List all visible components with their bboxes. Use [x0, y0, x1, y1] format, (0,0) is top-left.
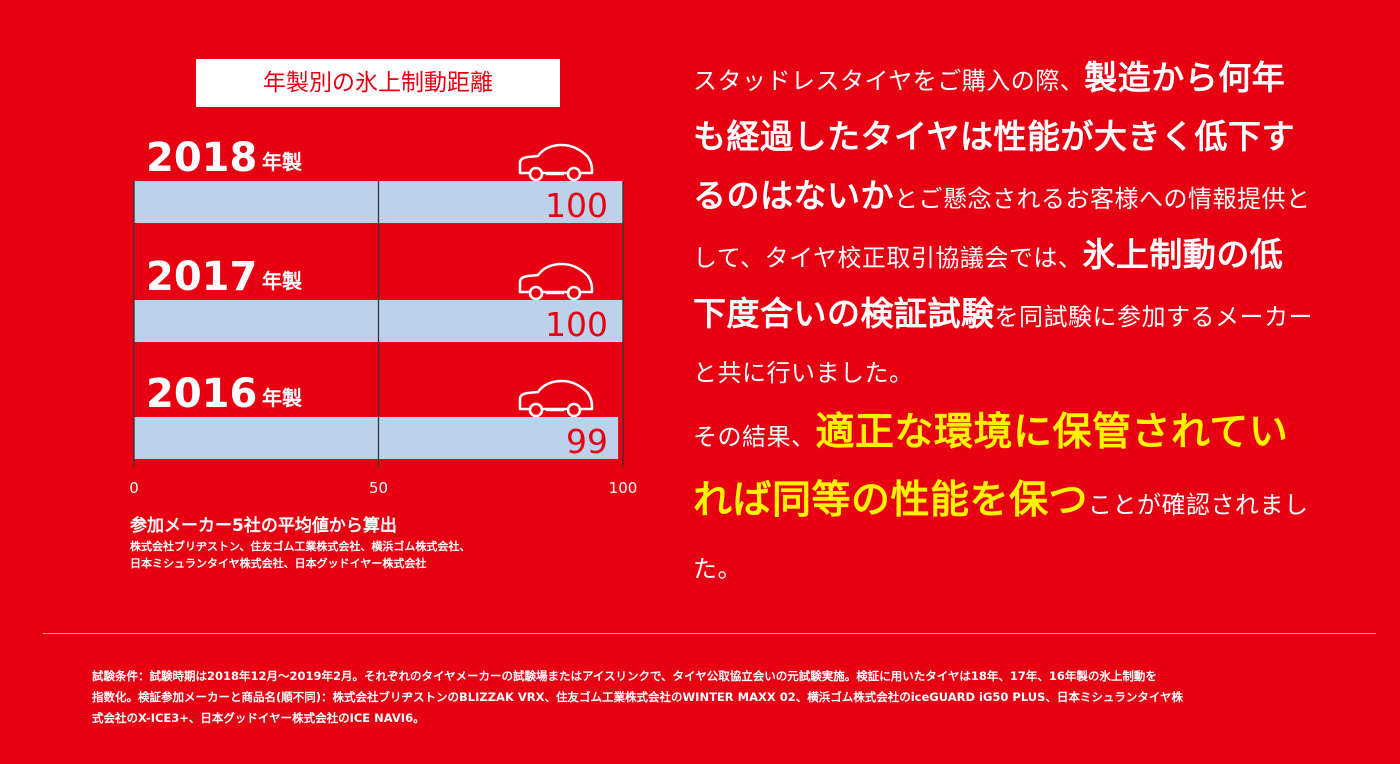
category-suffix: 年製: [262, 386, 302, 410]
value-label: 100: [545, 305, 608, 344]
description-segment: スタッドレスタイヤをご購入の際、: [693, 67, 1085, 95]
source-line-2: 日本ミシュランタイヤ株式会社、日本グッドイヤー株式会社: [130, 557, 427, 570]
footnote: 試験条件：試験時期は2018年12月～2019年2月。それぞれのタイヤメーカーの…: [92, 666, 1332, 729]
x-tick-label: 50: [369, 479, 388, 497]
category-label: 2016: [146, 371, 257, 417]
value-label: 99: [566, 422, 608, 461]
x-tick-label: 0: [129, 479, 139, 497]
category-suffix: 年製: [262, 269, 302, 293]
description-segment: 氷上制動の低下度合いの検証試験: [693, 235, 1284, 333]
description-segment: を同試験に参加するメーカーと共に行いました。: [693, 303, 1313, 387]
divider: [43, 633, 1376, 634]
chart-title: 年製別の氷上制動距離: [196, 59, 560, 107]
car-icon: [518, 379, 594, 418]
description-paragraph-1: スタッドレスタイヤをご購入の際、製造から何年も経過したタイヤは性能が大きく低下す…: [693, 50, 1313, 401]
description-segment: 製造から何年も経過したタイヤは性能が大きく低下するのはないか: [693, 58, 1296, 215]
car-icon: [518, 143, 594, 182]
description-segment: 適正な環境に保管されていれば同等の性能を保つ: [693, 410, 1289, 523]
value-label: 100: [545, 186, 608, 225]
source-main: 参加メーカー5社の平均値から算出: [130, 516, 397, 536]
category-label: 2017: [146, 254, 257, 300]
x-tick-label: 100: [609, 479, 638, 497]
footnote-line-1: 試験条件：試験時期は2018年12月～2019年2月。それぞれのタイヤメーカーの…: [92, 669, 1157, 683]
description-segment: とご懸念されるお客様への情報提供として、タイヤ校正取引協議会では、: [693, 185, 1311, 272]
source-line-1: 株式会社ブリヂストン、住友ゴム工業株式会社、横浜ゴム株式会社、: [130, 540, 471, 553]
car-icon: [518, 262, 594, 301]
description-segment: その結果、: [693, 423, 816, 451]
footnote-line-3: 式会社のX-ICE3+、日本グッドイヤー株式会社のICE NAVI6。: [92, 711, 425, 725]
category-suffix: 年製: [262, 150, 302, 174]
source-note: 参加メーカー5社の平均値から算出 株式会社ブリヂストン、住友ゴム工業株式会社、横…: [130, 514, 650, 572]
footnote-line-2: 指数化。検証参加メーカーと商品名(順不同)：株式会社ブリヂストンのBLIZZAK…: [92, 690, 1184, 704]
category-label: 2018: [146, 135, 257, 181]
bar: [134, 417, 619, 459]
description: スタッドレスタイヤをご購入の際、製造から何年も経過したタイヤは性能が大きく低下す…: [693, 50, 1313, 601]
description-segment: ことが確認されました。: [693, 491, 1309, 583]
description-paragraph-2: その結果、適正な環境に保管されていれば同等の性能を保つことが確認されました。: [693, 401, 1313, 601]
